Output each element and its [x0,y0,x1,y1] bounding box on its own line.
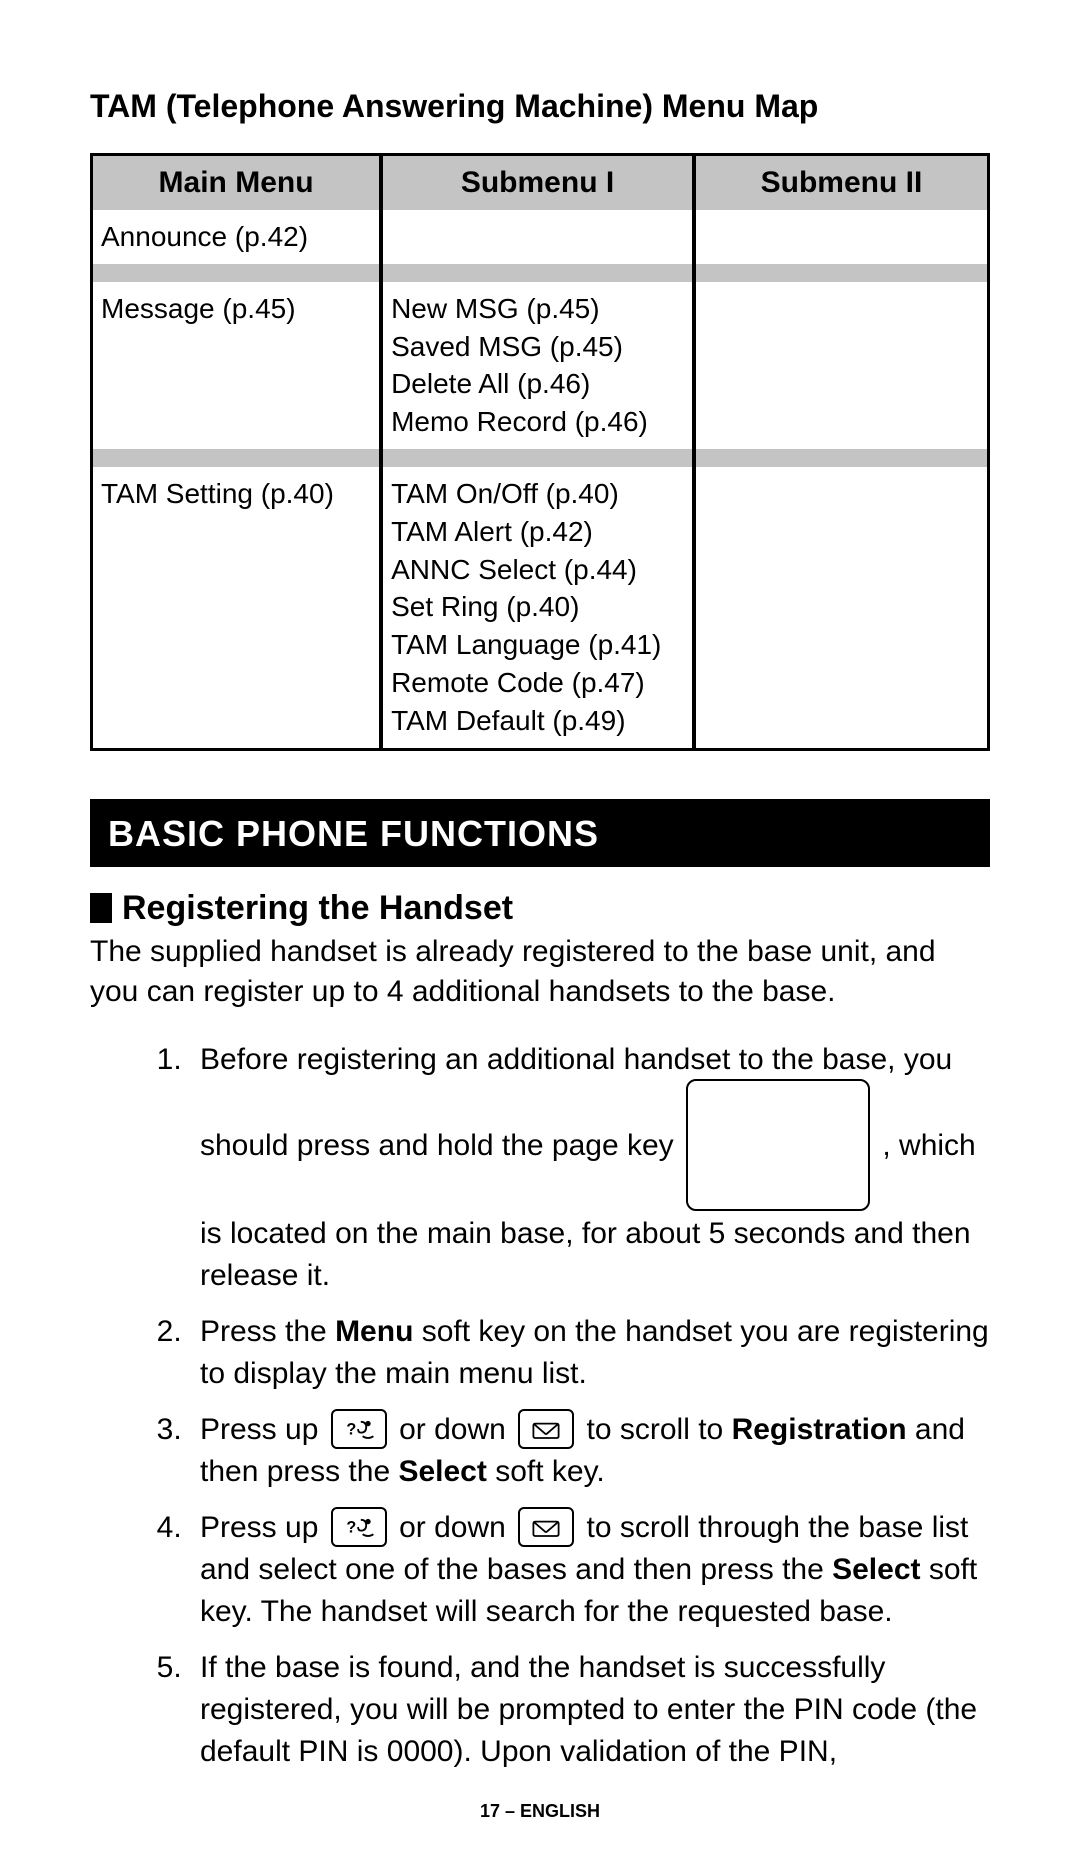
cell-sub1: New MSG (p.45)Saved MSG (p.45)Delete All… [379,282,692,449]
manual-page: TAM (Telephone Answering Machine) Menu M… [0,0,1080,1862]
step-1: Before registering an additional handset… [190,1039,990,1297]
bold-registration: Registration [732,1413,907,1446]
page-key-icon [686,1079,870,1211]
tam-menu-table: Main Menu Submenu I Submenu II Announce … [90,153,990,751]
bold-select: Select [398,1455,486,1488]
cell-main: Announce (p.42) [93,210,379,264]
block-bullet-icon [90,893,112,923]
col-main-header: Main Menu [93,156,379,210]
col-sub1-header: Submenu I [379,156,692,210]
subsection-heading: Registering the Handset [90,889,990,928]
down-key-icon [518,1507,574,1547]
bold-select: Select [832,1553,920,1586]
step-text: Press the [200,1315,335,1348]
col-sub2-header: Submenu II [692,156,987,210]
table-row: Message (p.45) New MSG (p.45)Saved MSG (… [93,282,987,449]
step-text: or down [399,1413,506,1446]
section-banner: BASIC PHONE FUNCTIONS [90,799,990,867]
bold-menu: Menu [335,1315,413,1348]
up-key-icon: ? [331,1409,387,1449]
step-text: to scroll to [587,1413,732,1446]
table-row: TAM Setting (p.40) TAM On/Off (p.40)TAM … [93,467,987,748]
svg-text:?: ? [346,1420,356,1438]
cell-main: TAM Setting (p.40) [93,467,379,748]
separator-row [93,264,987,282]
cell-sub1: TAM On/Off (p.40)TAM Alert (p.42)ANNC Se… [379,467,692,748]
step-text: Press up [200,1413,318,1446]
cell-sub1 [379,210,692,264]
down-key-icon [518,1409,574,1449]
step-4: Press up ? or down to scroll through the… [190,1507,990,1633]
step-text: If the base is found, and the handset is… [200,1651,977,1768]
cell-sub2 [692,210,987,264]
up-key-icon: ? [331,1507,387,1547]
steps-list: Before registering an additional handset… [90,1039,990,1773]
page-footer: 17 – ENGLISH [90,1801,990,1822]
step-2: Press the Menu soft key on the handset y… [190,1311,990,1395]
step-text: Press up [200,1511,318,1544]
separator-row [93,449,987,467]
step-text: soft key. [487,1455,605,1488]
step-3: Press up ? or down to scroll to Registra… [190,1409,990,1493]
step-text: or down [399,1511,506,1544]
intro-text: The supplied handset is already register… [90,932,990,1013]
page-title: TAM (Telephone Answering Machine) Menu M… [90,88,990,125]
cell-sub2 [692,282,987,449]
table-row: Announce (p.42) [93,210,987,264]
subsection-title: Registering the Handset [122,889,513,928]
cell-sub2 [692,467,987,748]
svg-text:?: ? [346,1518,356,1536]
table-header-row: Main Menu Submenu I Submenu II [93,156,987,210]
cell-main: Message (p.45) [93,282,379,449]
step-5: If the base is found, and the handset is… [190,1647,990,1773]
